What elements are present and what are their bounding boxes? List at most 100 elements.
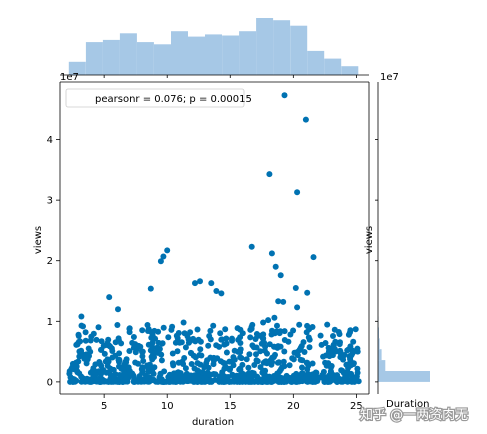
scatter-point [122,376,129,383]
scatter-point [248,371,255,377]
scatter-point [180,319,187,326]
scatter-point [78,313,85,320]
y-tick-label: 0 [47,377,53,388]
scatter-point [176,374,183,381]
scatter-point [169,350,176,357]
scatter-point [312,378,319,385]
scatter-point [78,378,85,385]
scatter-point [280,298,287,305]
scatter-point [222,326,229,333]
x-hist-bar [273,20,291,75]
scatter-point [207,336,214,343]
scatter-point [266,171,273,178]
scatter-point [67,378,74,385]
x-tick-label: 10 [161,401,174,412]
scatter-point [253,344,260,351]
scatter-point [166,371,173,378]
y-hist-bar [378,371,430,382]
scatter-point [75,331,82,338]
x-axis-label: duration [192,417,234,428]
scatter-point [237,334,244,341]
scatter-point [236,378,243,385]
scatter-point [132,349,139,356]
scatter-point [210,322,217,329]
scatter-point [110,373,117,380]
scatter-point [148,329,155,335]
scatter-point [304,289,311,296]
scatter-point [336,341,343,348]
scatter-point [98,362,105,369]
scatter-point [237,354,244,361]
scatter-point [325,378,332,385]
scatter-point [158,340,165,347]
x-marginal-histogram [60,18,369,78]
scatter-point [252,336,259,342]
scatter-point [192,280,198,287]
scatter-point [146,366,153,372]
scatter-point [297,356,304,363]
scatter-point [325,360,332,367]
scatter-point [130,334,137,340]
scatter-point [254,358,261,365]
scatter-point [155,378,162,385]
scatter-point [300,339,307,346]
scatter-point [277,272,284,279]
scatter-point [115,306,121,313]
scatter-point [126,371,133,378]
scatter-point [281,337,288,343]
scatter-point [253,351,259,358]
scatter-point [281,328,288,335]
watermark: 知乎 @一两资肉无 [360,407,468,423]
scatter-point [78,351,85,358]
scatter-point [340,369,347,376]
x-hist-bar [68,61,86,75]
y-hist-bar [378,360,386,371]
scatter-point [301,349,308,355]
scatter-point [237,326,244,333]
scatter-point [139,327,146,334]
y-marginal-histogram [375,82,430,394]
scatter-point [260,319,267,326]
scatter-point [322,340,329,346]
scatter-point [197,346,204,353]
scatter-point [197,278,203,285]
scatter-point [349,350,356,356]
scatter-point [245,364,252,371]
scatter-point [287,331,294,338]
scatter-point [175,330,182,336]
scatter-point [270,376,277,383]
scatter-point [190,335,197,342]
scatter-point [114,322,121,328]
scatter-point [246,351,253,358]
x-hist-bar [171,31,188,75]
scatter-point [194,360,201,367]
scatter-point [229,358,236,365]
scatter-point [141,378,148,385]
scatter-point [83,351,90,358]
scatter-point [247,334,254,341]
scatter-point [135,360,141,367]
y-axis-label: views [33,226,44,254]
scatter-point [146,378,153,385]
scatter-point [281,348,288,355]
scatter-point [292,285,299,291]
scatter-point [219,375,226,382]
scatter-point [305,334,312,341]
scatter-point [160,253,167,260]
scatter-point [104,340,111,347]
scatter-point [352,326,359,333]
scatter-point [223,340,230,347]
scatter-point [288,378,295,385]
x-tick-label: 25 [350,401,363,412]
scatter-point [304,359,311,366]
scatter-point [294,352,301,359]
scatter-point [237,349,244,356]
scatter-point [330,333,336,339]
scatter-point [121,370,127,377]
scatter-point [347,362,354,369]
scatter-point [118,340,125,347]
scatter-point [237,366,244,373]
scatter-point [150,370,157,377]
scatter-point [345,331,352,338]
legend-text: pearsonr = 0.076; p = 0.00015 [95,94,252,105]
